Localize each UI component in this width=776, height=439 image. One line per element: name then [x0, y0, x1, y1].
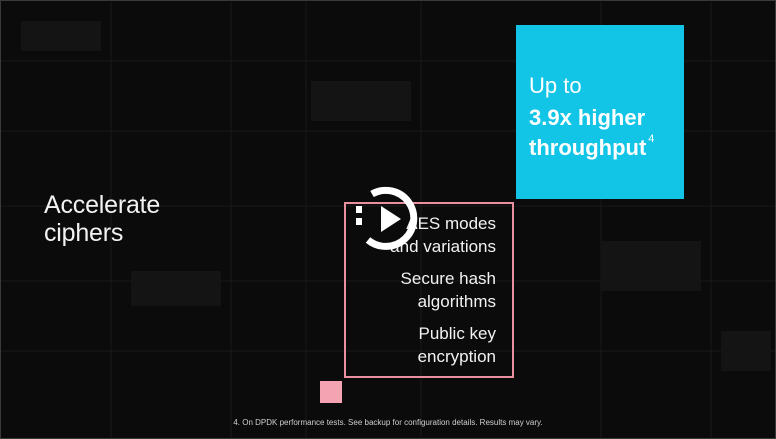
- feature-line: and variations: [390, 237, 496, 256]
- highlight-text: throughput: [529, 135, 647, 160]
- feature-item: AES modes and variations: [390, 212, 496, 258]
- highlight-line: 3.9x higher: [529, 105, 646, 130]
- accent-square: [320, 381, 342, 403]
- feature-item: Secure hash algorithms: [401, 267, 496, 313]
- feature-line: Secure hash: [400, 269, 496, 288]
- throughput-highlight-box: Up to 3.9x higher throughput 4: [516, 25, 684, 199]
- footnote-ref: 4: [648, 133, 655, 145]
- highlight-line: Up to: [529, 73, 582, 98]
- feature-line: AES modes: [406, 214, 496, 233]
- feature-item: Public key encryption: [418, 322, 496, 368]
- feature-line: Public key: [418, 324, 496, 343]
- play-icon[interactable]: [354, 184, 424, 254]
- features-box: AES modes and variations Secure hash alg…: [344, 202, 514, 378]
- heading-line: ciphers: [44, 219, 124, 247]
- highlight-line: throughput 4: [529, 133, 655, 161]
- slide-heading: Accelerate ciphers: [44, 191, 160, 247]
- feature-line: encryption: [417, 347, 496, 366]
- heading-line: Accelerate: [44, 191, 161, 219]
- footnote: 4. On DPDK performance tests. See backup…: [233, 418, 543, 427]
- feature-line: algorithms: [417, 292, 496, 311]
